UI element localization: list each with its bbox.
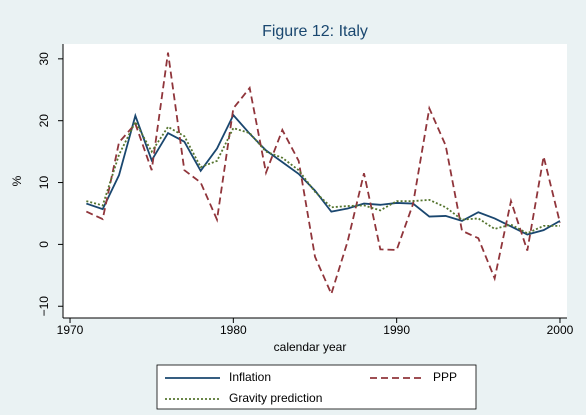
x-tick-label: 1990 [383,323,410,337]
x-tick-label: 1980 [220,323,247,337]
y-tick-label: 30 [37,52,51,66]
y-axis-label: % [10,175,24,186]
y-tick-label: 20 [37,114,51,128]
y-tick-label: −10 [37,296,51,317]
y-tick-label: 10 [37,176,51,190]
series-line [85,52,561,297]
chart-title: Figure 12: Italy [262,23,368,40]
x-tick-label: 1970 [57,323,84,337]
legend-label: Gravity prediction [229,391,322,405]
x-axis-label: calendar year [274,340,347,354]
legend-label: Inflation [229,370,271,384]
series-line [86,119,560,235]
x-tick-label: 2000 [547,323,574,337]
series-line [86,112,561,236]
plot-area [63,44,567,318]
legend-label: PPP [433,370,457,384]
y-tick-label: 0 [37,241,51,248]
legend [156,364,477,410]
